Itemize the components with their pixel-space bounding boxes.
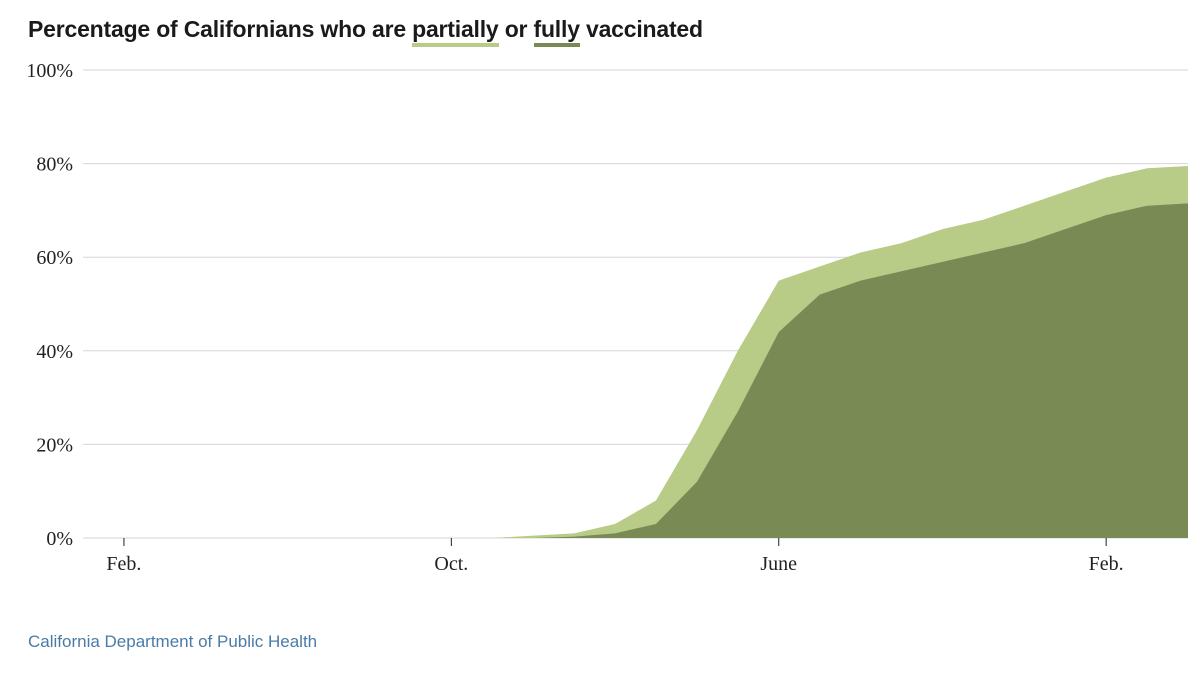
- chart-plot: 0% 20% 40% 60% 80% 100% Feb. Oct. June Feb.: [28, 58, 1188, 588]
- x-tick-label: Feb.: [1089, 553, 1124, 575]
- title-word-fully: fully: [534, 16, 580, 47]
- title-text-prefix: Percentage of Californians who are: [28, 16, 412, 42]
- y-tick-label: 20%: [36, 434, 73, 456]
- chart-svg: 0% 20% 40% 60% 80% 100% Feb. Oct. June Feb.: [28, 58, 1188, 588]
- y-tick-label: 0%: [46, 528, 73, 550]
- chart-title: Percentage of Californians who are parti…: [28, 16, 703, 43]
- y-tick-label: 40%: [36, 341, 73, 363]
- title-text-mid: or: [499, 16, 534, 42]
- title-text-suffix: vaccinated: [580, 16, 703, 42]
- title-word-partially: partially: [412, 16, 498, 47]
- area-fully: [83, 203, 1188, 538]
- y-tick-label: 60%: [36, 247, 73, 269]
- x-tick-label: Oct.: [434, 553, 468, 575]
- source-text: California Department of Public Health: [28, 632, 317, 651]
- y-tick-label: 80%: [36, 154, 73, 176]
- source-credit: California Department of Public Health: [28, 632, 317, 652]
- y-tick-label: 100%: [28, 60, 73, 82]
- x-tick-label: June: [760, 553, 797, 575]
- chart-container: Percentage of Californians who are parti…: [0, 0, 1200, 676]
- x-tick-label: Feb.: [106, 553, 141, 575]
